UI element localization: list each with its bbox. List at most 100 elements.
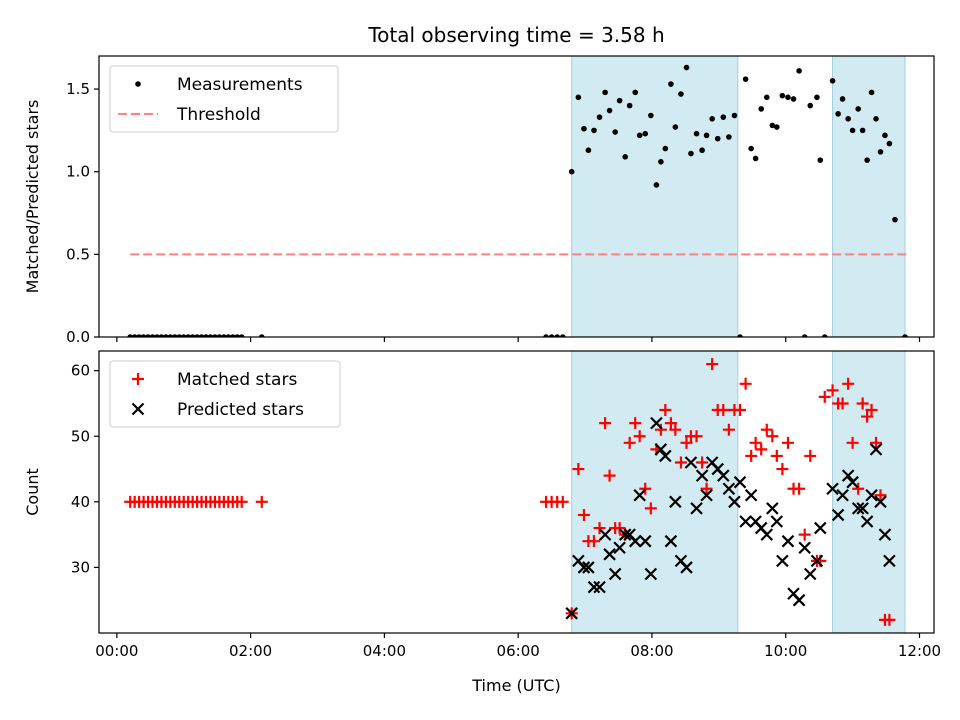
data-point (158, 334, 165, 337)
y-tick-label: 0.5 (66, 245, 90, 263)
y-tick-label: 60 (71, 362, 90, 380)
y-tick-label: 0.0 (66, 328, 90, 346)
data-point (803, 567, 817, 581)
data-point (785, 94, 791, 101)
data-point (796, 68, 802, 74)
axes-frame (98, 350, 935, 634)
data-point (779, 92, 786, 99)
data-point (841, 469, 855, 482)
legend-box (109, 65, 339, 133)
data-point (870, 436, 883, 449)
x-tick-label: 08:00 (630, 642, 673, 660)
panel-counts: 30 40 50 60 00:00 02:00 04:00 06:00 08:00 10:00 12… (23, 350, 941, 660)
data-point (849, 127, 856, 134)
data-point (593, 580, 606, 594)
data-point (145, 334, 151, 337)
data-point (225, 334, 232, 337)
data-point (856, 502, 869, 515)
x-tick-label: 00:00 (95, 642, 138, 660)
data-point (695, 469, 709, 482)
data-point (216, 334, 223, 337)
data-point (654, 423, 667, 436)
y-axis-label: Count (23, 468, 42, 516)
data-point (234, 334, 241, 337)
shaded-interval (571, 56, 739, 337)
legend-label: Threshold (176, 105, 261, 125)
data-point (207, 334, 214, 337)
data-point (699, 147, 705, 154)
data-point (781, 436, 794, 449)
data-point (902, 334, 908, 337)
data-point (877, 149, 884, 155)
data-point (744, 489, 758, 502)
data-point (865, 404, 878, 417)
data-point (127, 334, 134, 337)
data-point (176, 334, 183, 337)
x-tick-label: 10:00 (764, 642, 807, 660)
data-point (633, 430, 646, 443)
data-point (860, 515, 874, 528)
data-point (618, 528, 632, 541)
data-point (189, 334, 196, 337)
data-point (638, 534, 652, 548)
data-point (690, 502, 703, 515)
data-point (845, 116, 851, 122)
data-point (577, 561, 591, 574)
data-point (886, 140, 893, 147)
data-point (748, 145, 754, 152)
data-point (717, 469, 730, 482)
data-point (861, 410, 874, 423)
data-point (238, 334, 245, 337)
data-point (821, 334, 828, 337)
data-point (774, 124, 780, 130)
data-point (598, 528, 612, 541)
data-point (817, 157, 824, 163)
data-point (626, 102, 633, 109)
data-point (883, 613, 896, 626)
y-tick-label: 50 (71, 427, 90, 445)
data-point (131, 334, 138, 337)
panel-ratio: 0.0 0.5 1.0 1.5 Matched/Predicted stars Measu… (23, 55, 935, 346)
legend-marker (135, 81, 141, 87)
data-point (575, 94, 582, 101)
data-point (678, 91, 684, 97)
legend-box (109, 360, 341, 428)
data-point (664, 417, 677, 430)
data-point (864, 157, 870, 163)
data-point (658, 158, 664, 165)
data-point (776, 554, 789, 568)
data-point (722, 423, 735, 436)
data-point (606, 107, 613, 114)
data-point (556, 495, 569, 508)
data-point (591, 127, 597, 134)
data-point (644, 567, 658, 581)
data-point (543, 334, 549, 337)
legend-marker (132, 373, 144, 385)
data-point (814, 521, 827, 535)
data-point (180, 334, 187, 337)
data-point (255, 495, 268, 508)
data-point (807, 102, 814, 109)
data-point (855, 106, 861, 112)
x-tick-label: 12:00 (898, 642, 941, 660)
x-tick-label: 02:00 (229, 642, 272, 660)
data-point (835, 111, 841, 117)
data-point (554, 334, 560, 337)
data-point (599, 417, 612, 430)
data-point (731, 112, 738, 119)
data-point (873, 116, 879, 122)
data-point (700, 482, 713, 495)
data-point (258, 334, 265, 337)
data-point (149, 334, 156, 337)
data-point (154, 334, 160, 337)
data-point (745, 449, 758, 462)
data-point (683, 64, 690, 71)
data-point (565, 607, 578, 620)
chart-title: Total observing time = 3.58 h (367, 23, 664, 47)
legend-marker (131, 402, 145, 416)
data-point (163, 334, 169, 337)
data-point (882, 132, 888, 139)
data-point (653, 182, 660, 188)
data-point (868, 89, 875, 96)
data-point (728, 495, 741, 509)
